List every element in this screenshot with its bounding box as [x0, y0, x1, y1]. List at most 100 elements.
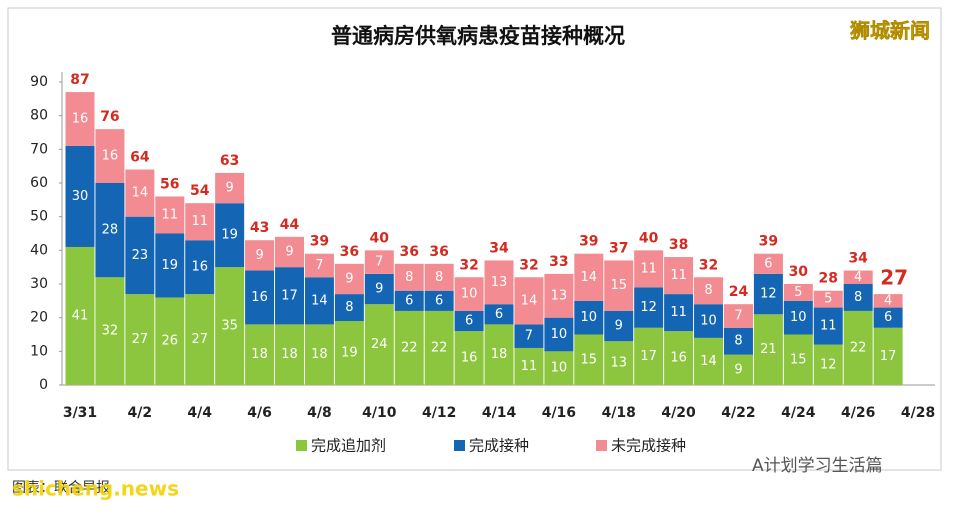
value-label: 10 [700, 314, 717, 329]
bar-segment [155, 297, 185, 385]
bar-segment [664, 257, 694, 295]
bar-segment [304, 277, 334, 325]
bar-segment [634, 250, 664, 288]
x-tick-label: 4/12 [422, 405, 456, 421]
bar-segment [574, 253, 604, 301]
value-label: 8 [345, 300, 353, 315]
bar-segment [813, 290, 843, 308]
bar-segment [185, 294, 215, 385]
value-label: 10 [551, 361, 568, 376]
value-label: 6 [495, 307, 503, 322]
x-tick-label: 4/10 [362, 405, 397, 421]
bar-segment [155, 233, 185, 298]
value-label: 10 [461, 287, 478, 302]
bar-segment [424, 290, 454, 311]
bar-segment [364, 273, 394, 305]
y-tick-label: 80 [30, 108, 48, 124]
bar-segment [843, 284, 873, 311]
bar-segment [604, 310, 634, 342]
x-tick-label: 4/8 [307, 405, 332, 421]
total-label: 34 [489, 240, 509, 256]
bar-segment [753, 253, 783, 274]
value-label: 17 [281, 288, 298, 303]
value-label: 12 [820, 357, 837, 372]
x-tick-label: 4/4 [187, 405, 212, 421]
value-label: 14 [132, 186, 149, 201]
value-label: 14 [700, 354, 717, 369]
total-label: 28 [819, 271, 838, 287]
total-label: 39 [759, 234, 778, 250]
bar-segment [394, 310, 424, 385]
value-label: 6 [405, 293, 413, 308]
value-label: 11 [162, 207, 179, 222]
total-label: 33 [549, 254, 568, 270]
total-label: 56 [160, 176, 179, 192]
bar-segment [484, 260, 514, 305]
y-tick-label: 10 [30, 343, 48, 359]
value-label: 6 [764, 256, 772, 271]
total-label: 39 [310, 234, 329, 250]
bar-segment [783, 284, 813, 301]
value-label: 7 [734, 308, 742, 323]
value-label: 13 [551, 288, 568, 303]
total-label: 36 [399, 244, 418, 260]
value-label: 4 [884, 293, 892, 308]
bar-segment [95, 277, 125, 385]
value-label: 14 [521, 293, 538, 308]
value-label: 9 [255, 248, 263, 263]
bar-segment [245, 270, 275, 325]
y-tick-label: 60 [30, 175, 48, 191]
bar-segment [484, 324, 514, 385]
value-label: 18 [311, 347, 328, 362]
value-label: 15 [581, 352, 598, 367]
value-label: 9 [615, 319, 623, 334]
value-label: 7 [315, 258, 323, 273]
value-label: 8 [734, 334, 742, 349]
total-label: 43 [250, 220, 269, 236]
total-label: 32 [699, 257, 718, 273]
value-label: 16 [461, 351, 478, 366]
bar-segment [634, 287, 664, 328]
total-label: 64 [130, 150, 150, 166]
total-label: 87 [70, 72, 89, 88]
bar-segment [364, 250, 394, 274]
value-label: 16 [72, 112, 89, 127]
value-label: 10 [581, 310, 598, 325]
value-label: 18 [491, 347, 508, 362]
value-label: 22 [401, 340, 418, 355]
total-label: 40 [639, 230, 659, 246]
bar-segment [783, 334, 813, 385]
bar-segment [664, 331, 694, 385]
bar-segment [873, 327, 903, 385]
legend-label: 完成接种 [469, 437, 529, 455]
x-tick-label: 4/2 [128, 405, 153, 421]
value-label: 10 [790, 310, 807, 325]
total-label: 32 [459, 257, 478, 273]
bar-segment [215, 203, 245, 268]
x-tick-label: 4/14 [482, 405, 517, 421]
total-label: 34 [848, 251, 868, 267]
value-label: 16 [251, 290, 268, 305]
bar-segment [65, 145, 95, 247]
bar-segment [604, 260, 634, 311]
watermark-site: shicheng.news [12, 477, 179, 501]
bar-segment [544, 351, 574, 385]
bar-segment [574, 334, 604, 385]
value-label: 27 [132, 332, 149, 347]
x-tick-label: 3/31 [63, 405, 97, 421]
bar-segment [334, 263, 364, 295]
y-tick-label: 50 [30, 209, 48, 225]
total-label: 44 [280, 217, 300, 233]
bar-segment [334, 321, 364, 385]
value-label: 8 [435, 270, 443, 285]
bar-segment [454, 310, 484, 332]
y-tick-label: 40 [30, 242, 48, 258]
bar-segment [664, 294, 694, 332]
y-tick-label: 0 [39, 377, 48, 393]
bar-segment [873, 294, 903, 308]
value-label: 24 [371, 337, 388, 352]
y-tick-label: 20 [30, 310, 48, 326]
bar-segment [813, 307, 843, 345]
bar-segment [245, 240, 275, 271]
bar-segment [394, 290, 424, 311]
